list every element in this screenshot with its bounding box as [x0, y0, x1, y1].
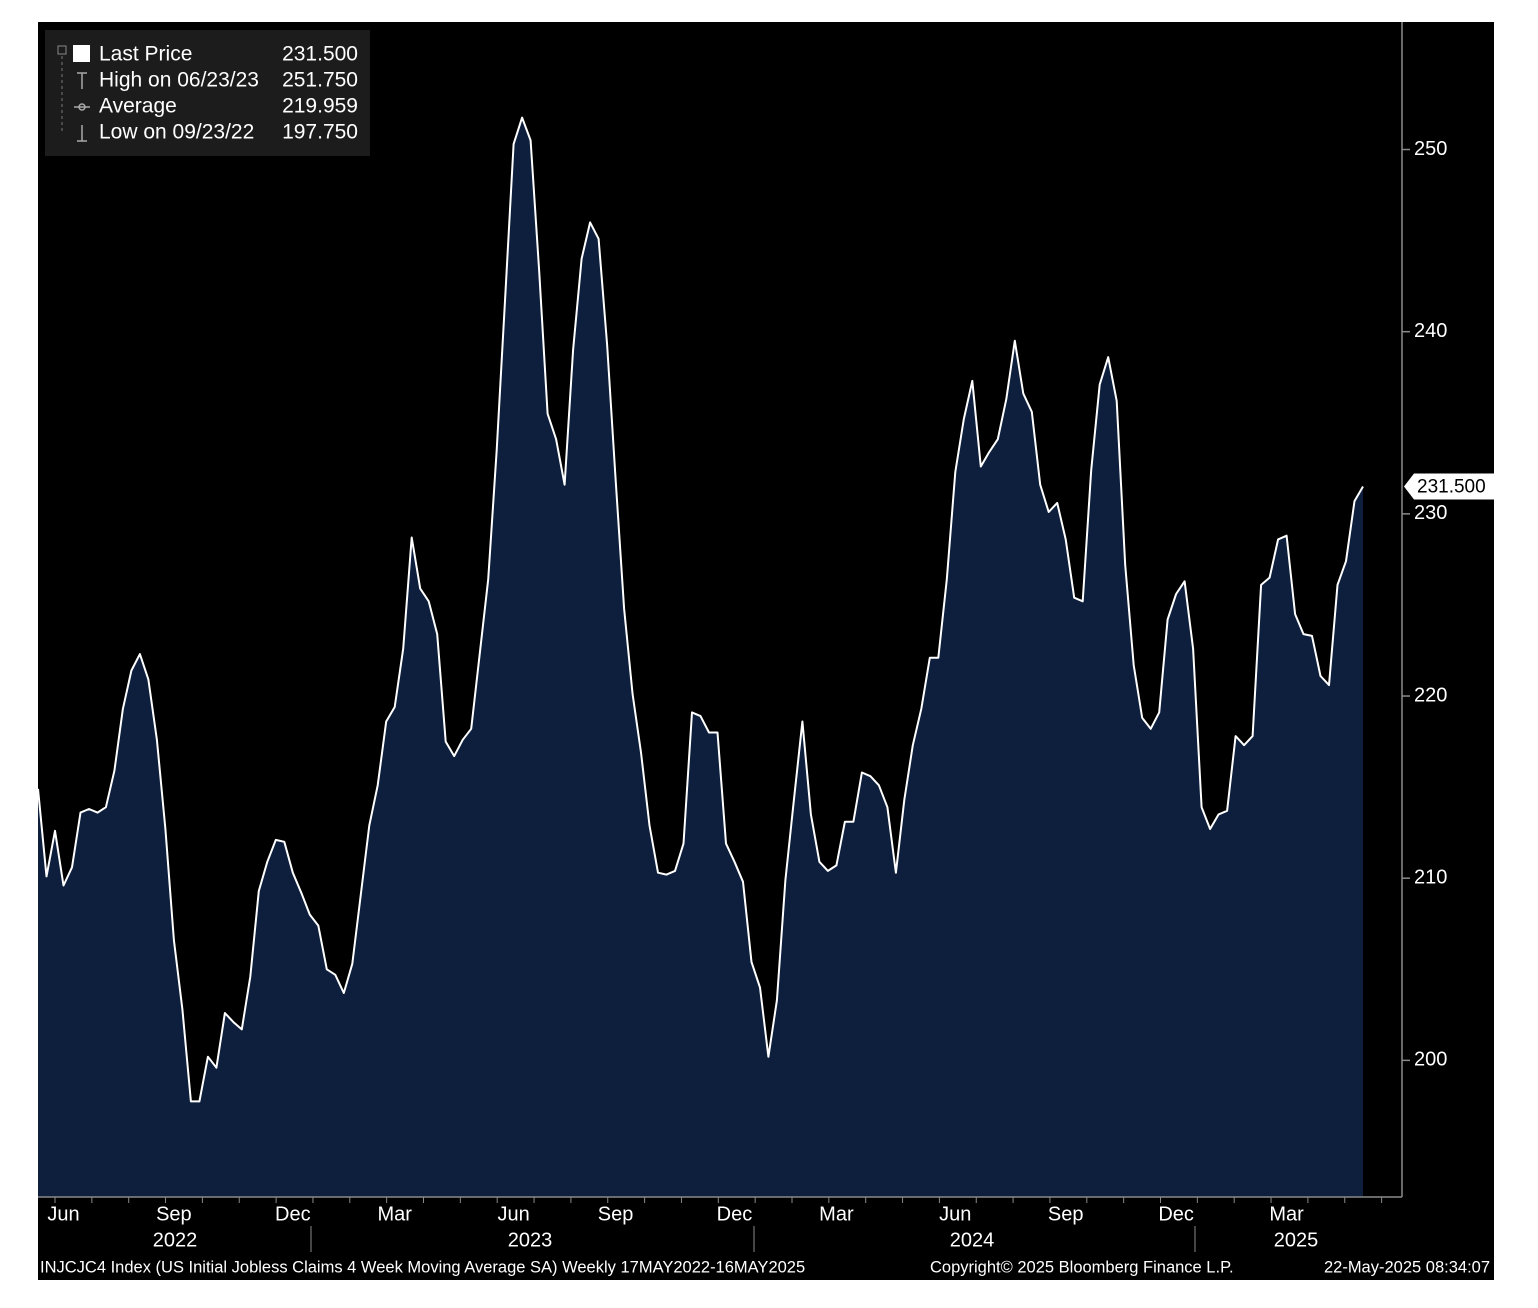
- legend-value: 251.750: [282, 69, 358, 92]
- legend-label: High on 06/23/23: [99, 69, 259, 92]
- x-tick-label: Dec: [1158, 1203, 1194, 1225]
- legend-value: 219.959: [282, 95, 358, 118]
- legend-box: [45, 30, 370, 156]
- x-tick-label: Mar: [378, 1203, 413, 1225]
- x-tick-label: Sep: [598, 1203, 634, 1225]
- x-year-label: 2024: [950, 1229, 995, 1251]
- legend-label: Last Price: [99, 43, 192, 66]
- area-fill: [38, 117, 1363, 1198]
- x-year-label: 2025: [1274, 1229, 1319, 1251]
- x-tick-label: Jun: [498, 1203, 530, 1225]
- legend-value: 197.750: [282, 121, 358, 144]
- x-tick-label: Mar: [1269, 1203, 1304, 1225]
- legend-high-icon: [77, 72, 87, 89]
- price-line: [37, 116, 1364, 1103]
- legend-low-icon: [77, 125, 87, 142]
- legend: Last Price 231.500 High on 06/23/23 251.750…: [45, 30, 370, 156]
- x-tick-label: Mar: [819, 1203, 854, 1225]
- legend-label: Average: [99, 95, 177, 118]
- y-tick-label: 220: [1414, 684, 1447, 706]
- x-tick-label: Sep: [156, 1203, 192, 1225]
- last-price-label: 231.500: [1417, 477, 1486, 498]
- legend-average-icon: [74, 103, 90, 111]
- x-tick-label: Jun: [47, 1203, 79, 1225]
- x-year-label: 2023: [508, 1229, 553, 1251]
- x-tick-label: Jun: [939, 1203, 971, 1225]
- footer-description: INJCJC4 Index (US Initial Jobless Claims…: [40, 1258, 805, 1276]
- plot-area: [37, 116, 1364, 1198]
- legend-collapse-icon: [57, 45, 67, 55]
- legend-value: 231.500: [282, 43, 358, 66]
- y-tick-label: 200: [1414, 1049, 1447, 1071]
- footer-timestamp: 22-May-2025 08:34:07: [1324, 1258, 1490, 1276]
- y-tick-label: 230: [1414, 502, 1447, 524]
- last-price-tag: [1404, 473, 1494, 500]
- legend-label: Low on 09/23/22: [99, 121, 254, 144]
- y-tick-label: 240: [1414, 320, 1447, 342]
- legend-swatch: [73, 45, 90, 62]
- footer-copyright: Copyright© 2025 Bloomberg Finance L.P.: [930, 1258, 1234, 1276]
- y-tick-label: 250: [1414, 138, 1447, 160]
- x-tick-label: Dec: [275, 1203, 311, 1225]
- x-tick-label: Sep: [1048, 1203, 1084, 1225]
- x-year-label: 2022: [153, 1229, 198, 1251]
- y-tick-label: 210: [1414, 866, 1447, 888]
- x-tick-label: Dec: [717, 1203, 753, 1225]
